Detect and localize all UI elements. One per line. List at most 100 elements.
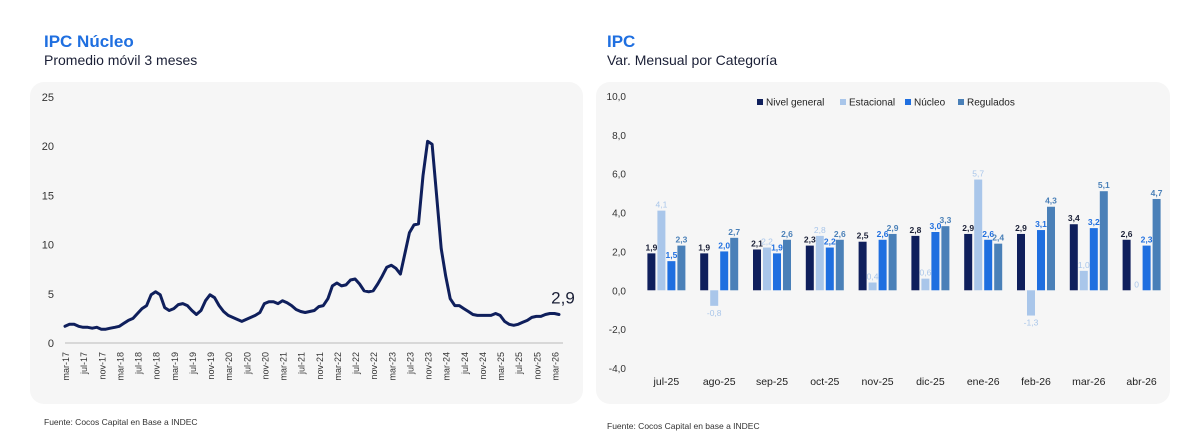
right-chart-title: IPC (607, 32, 636, 51)
legend-swatch (757, 99, 763, 105)
x-tick-label: sep-25 (756, 376, 788, 388)
legend-label: Regulados (967, 98, 1015, 109)
bar (720, 251, 729, 291)
bar (763, 247, 771, 291)
legend-label: Nivel general (766, 98, 824, 109)
x-tick-label: mar-26 (550, 352, 560, 381)
data-label: 2,7 (728, 227, 740, 237)
data-label: 4,1 (655, 200, 667, 210)
x-tick-label: mar-20 (224, 352, 234, 381)
bar (835, 239, 844, 291)
bar (974, 179, 983, 291)
bar (984, 239, 993, 291)
data-label: 2,4 (992, 233, 1004, 243)
core-inflation-series-line (63, 139, 561, 331)
x-tick-label: jul-25 (514, 352, 524, 375)
cpi-category-bar-chart: -4,0 -2,0 0,0 2,0 4,0 6,0 8,0 10,0 Nivel general… (607, 92, 1163, 388)
core-inflation-line-chart: 0 5 10 15 20 25 mar-17 jul-17 nov-17 mar-18 jul-18… (42, 92, 575, 381)
bar (1027, 290, 1035, 316)
x-tick-label: jul-22 (351, 352, 361, 375)
x-tick-label: ago-25 (703, 376, 736, 388)
x-tick-label: jul-21 (297, 352, 307, 375)
legend-swatch (958, 99, 964, 105)
data-label: 3,0 (929, 221, 941, 231)
data-label: 2,9 (887, 223, 899, 233)
bar (1089, 228, 1098, 291)
bar (805, 245, 814, 291)
x-tick-label: feb-26 (1021, 376, 1051, 388)
data-label: 2,3 (804, 235, 816, 245)
data-label: 2,9 (962, 223, 974, 233)
y-tick-label: 0,0 (612, 286, 626, 297)
y-tick-label: 20 (42, 141, 54, 153)
bar (1099, 191, 1108, 291)
x-tick-label: nov-24 (478, 352, 488, 380)
data-label: 1,5 (665, 250, 677, 260)
bar (700, 253, 709, 291)
x-tick-label: mar-21 (279, 352, 289, 381)
data-label: 3,2 (1088, 217, 1100, 227)
y-tick-label: 6,0 (612, 170, 626, 181)
x-tick-label: mar-26 (1072, 376, 1105, 388)
data-label: 3,4 (1068, 213, 1080, 223)
x-tick-label: mar-17 (61, 352, 71, 381)
bar (858, 241, 867, 291)
data-label: 2,6 (781, 229, 793, 239)
bar (677, 245, 686, 291)
right-chart-subtitle: Var. Mensual por Categoría (607, 52, 778, 68)
x-tick-label: mar-22 (333, 352, 343, 381)
data-label: 2,6 (834, 229, 846, 239)
bar (964, 233, 973, 291)
x-tick-label: jul-18 (134, 352, 144, 375)
x-tick-label: jul-20 (242, 352, 252, 375)
right-chart-panel: -4,0 -2,0 0,0 2,0 4,0 6,0 8,0 10,0 Nivel general… (596, 82, 1170, 404)
data-label: 1,9 (771, 242, 783, 252)
x-tick-label: jul-17 (79, 352, 89, 375)
data-label: 2,2 (824, 237, 836, 247)
bar (1122, 239, 1131, 291)
x-tick-label: nov-19 (206, 352, 216, 380)
legend-label: Estacional (849, 98, 895, 109)
bar (941, 226, 950, 291)
left-chart-title: IPC Núcleo (44, 32, 134, 51)
bar (647, 253, 656, 291)
data-label: 0,6 (919, 268, 931, 278)
data-label: 3,3 (939, 215, 951, 225)
x-tick-label: jul-24 (460, 352, 470, 375)
x-tick-label: ene-26 (967, 376, 1000, 388)
y-tick-label: 10 (42, 240, 54, 252)
x-tick-label: jul-19 (188, 352, 198, 375)
data-label: -1,3 (1024, 318, 1039, 328)
x-tick-label: jul-25 (653, 376, 680, 388)
data-label: 2,3 (675, 235, 687, 245)
data-label: 2,9 (1015, 223, 1027, 233)
left-chart-panel: 0 5 10 15 20 25 mar-17 jul-17 nov-17 mar-18 jul-18… (30, 82, 583, 404)
y-tick-label: 0 (48, 338, 54, 350)
x-tick-label: mar-23 (387, 352, 397, 381)
x-tick-label: nov-18 (152, 352, 162, 380)
bar (667, 261, 676, 291)
x-tick-label: mar-19 (170, 352, 180, 381)
x-tick-label: mar-18 (115, 352, 125, 381)
bar (753, 249, 761, 291)
y-tick-label: -4,0 (609, 364, 627, 375)
bar (657, 210, 666, 291)
legend-label: Núcleo (914, 98, 946, 109)
data-label: 2,8 (909, 225, 921, 235)
data-label: 2,6 (982, 229, 994, 239)
x-tick-label: mar-25 (496, 352, 506, 381)
legend-swatch (840, 99, 846, 105)
bar (921, 278, 930, 291)
x-tick-label: jul-23 (405, 352, 415, 375)
data-label: 1,9 (645, 242, 657, 252)
x-tick-label: abr-26 (1126, 376, 1157, 388)
end-value-label: 2,9 (551, 288, 575, 307)
bar (878, 239, 887, 291)
data-label: 5,7 (972, 169, 984, 179)
data-label: 2,5 (857, 231, 869, 241)
data-label: 1,0 (1078, 260, 1090, 270)
bar (1047, 206, 1055, 291)
bar (710, 290, 719, 306)
data-label: 2,0 (718, 240, 730, 250)
bar (868, 282, 877, 291)
